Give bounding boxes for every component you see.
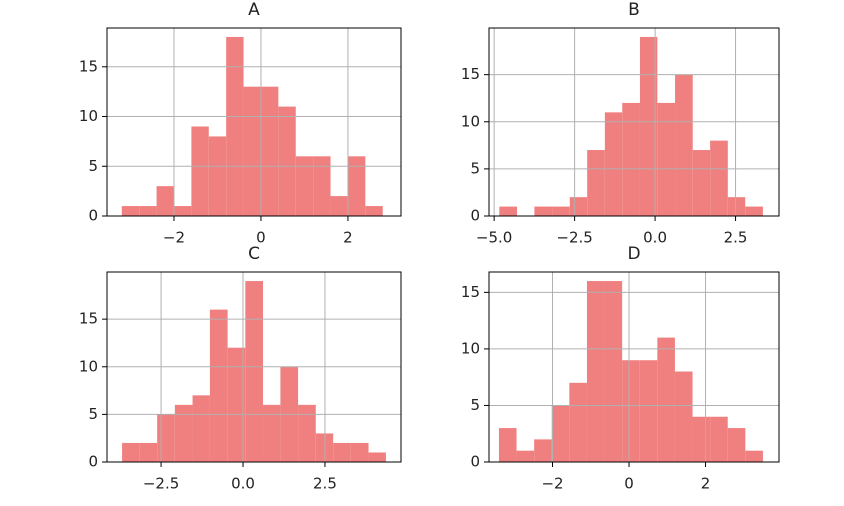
y-tick-label: 0 [88, 453, 98, 471]
bar [534, 439, 552, 462]
bar [263, 404, 281, 462]
y-tick-label: 10 [461, 112, 480, 130]
bar [298, 404, 316, 462]
bar [174, 404, 193, 462]
x-tick-label: 2 [701, 475, 711, 493]
y-tick-label: 5 [470, 396, 480, 414]
chart-title: D [627, 244, 640, 264]
bar [498, 428, 517, 462]
bar [657, 337, 675, 462]
y-tick-label: 15 [461, 65, 480, 83]
bar [586, 281, 605, 462]
y-tick-label: 15 [461, 283, 480, 301]
x-tick-label: 2.5 [724, 229, 748, 247]
bar [313, 156, 331, 216]
bar [639, 36, 658, 217]
y-tick-label: 15 [79, 310, 98, 328]
bar [227, 347, 246, 462]
bar [499, 206, 518, 216]
bar [226, 36, 244, 217]
bar [692, 150, 711, 216]
bar [139, 442, 158, 462]
bar [745, 206, 763, 216]
bar [243, 86, 261, 216]
bar [295, 156, 314, 216]
y-tick-label: 10 [79, 357, 98, 375]
bar [569, 382, 587, 462]
bar [622, 360, 640, 462]
axes-frame [106, 27, 402, 217]
bar [745, 450, 763, 462]
bar [192, 395, 210, 462]
bar [622, 102, 640, 216]
chart-title: A [248, 0, 260, 20]
x-tick-label: 0 [624, 475, 634, 493]
bar [587, 150, 605, 216]
bar [156, 186, 174, 216]
axes-frame [488, 271, 780, 463]
y-tick-label: 15 [79, 57, 98, 75]
x-tick-label: −2 [163, 229, 185, 247]
bar [604, 112, 623, 216]
bar [139, 206, 157, 216]
x-tick-label: 2.5 [313, 475, 337, 493]
bar [157, 414, 175, 462]
bar [516, 450, 535, 462]
bar [569, 197, 588, 216]
bar [551, 405, 570, 462]
axes-frame [106, 271, 402, 463]
y-tick-label: 10 [461, 339, 480, 357]
x-tick-label: −2.5 [556, 229, 592, 247]
bar [368, 452, 386, 462]
bar [191, 126, 209, 216]
chart-title: C [248, 244, 260, 264]
y-tick-label: 0 [470, 207, 480, 225]
x-tick-label: 0.0 [643, 229, 667, 247]
bar [674, 371, 693, 462]
axes-frame [488, 27, 780, 217]
bar [330, 196, 348, 216]
bar [245, 281, 264, 462]
bar [365, 206, 383, 216]
bar [333, 442, 351, 462]
bar [657, 102, 676, 216]
bar [350, 442, 369, 462]
bar [675, 74, 693, 217]
x-tick-label: 0 [256, 229, 266, 247]
y-tick-label: 0 [470, 453, 480, 471]
x-tick-label: −5.0 [476, 229, 512, 247]
bar [710, 140, 728, 216]
bar [727, 197, 746, 216]
y-tick-label: 0 [88, 207, 98, 225]
y-tick-label: 10 [79, 107, 98, 125]
bar [604, 281, 623, 462]
bar [710, 416, 728, 462]
bar [173, 206, 192, 216]
y-tick-label: 5 [470, 159, 480, 177]
bar [639, 360, 658, 462]
chart-title: B [628, 0, 640, 20]
bar [208, 136, 227, 216]
bar [209, 309, 228, 462]
bar [121, 206, 140, 216]
bar [278, 106, 296, 216]
bar [692, 416, 711, 462]
y-tick-label: 5 [88, 405, 98, 423]
bar [727, 428, 746, 462]
bar [122, 442, 140, 462]
bar [534, 206, 553, 216]
x-tick-label: 2 [343, 229, 353, 247]
bar [552, 206, 570, 216]
y-tick-label: 5 [88, 157, 98, 175]
x-tick-label: −2 [541, 475, 563, 493]
bar [347, 156, 366, 216]
bar [260, 86, 279, 216]
x-tick-label: 0.0 [231, 475, 255, 493]
x-tick-label: −2.5 [143, 475, 179, 493]
